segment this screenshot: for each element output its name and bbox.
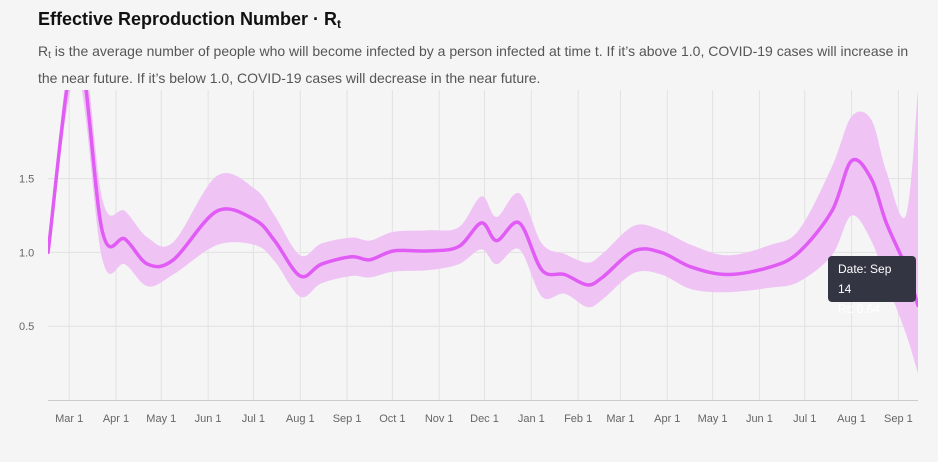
x-tick-label: Dec 1 (470, 413, 499, 425)
x-tick-label: Apr 1 (654, 413, 680, 425)
x-tick-label: Feb 1 (564, 413, 592, 425)
x-tick-label: Aug 1 (837, 413, 866, 425)
x-tick-label: Aug 1 (286, 413, 315, 425)
x-tick-label: May 1 (146, 413, 176, 425)
x-tick-label: Jun 1 (195, 413, 222, 425)
x-tick-label: Oct 1 (379, 413, 405, 425)
x-tick-label: Jul 1 (793, 413, 816, 425)
rt-line-layer (48, 46, 918, 308)
x-tick-label: May 1 (698, 413, 728, 425)
x-tick-label: Sep 1 (884, 413, 913, 425)
x-tick-label: Mar 1 (606, 413, 634, 425)
tooltip-value: Rt: 0.64 (838, 302, 881, 316)
rt-line[interactable] (48, 46, 918, 308)
x-tick-label: Jun 1 (746, 413, 773, 425)
x-tick-label: Mar 1 (55, 413, 83, 425)
chart-title: Effective Reproduction Number · Rt (38, 9, 342, 31)
y-tick-label: 1.5 (19, 174, 34, 186)
y-tick-label: 0.5 (19, 321, 34, 333)
confidence-band-layer (48, 90, 918, 374)
y-tick-label: 1.0 (19, 247, 34, 259)
y-axis: 0.5 1.0 1.5 (19, 174, 34, 334)
x-tick-label: Apr 1 (103, 413, 129, 425)
chart-description: Rt is the average number of people who w… (38, 43, 909, 86)
hover-tooltip: Date: Sep 14 Rt: 0.64 (828, 256, 916, 316)
x-tick-label: Jan 1 (518, 413, 545, 425)
x-tick-label: Nov 1 (425, 413, 454, 425)
tooltip-date: Date: Sep 14 (838, 262, 892, 296)
x-tick-label: Sep 1 (333, 413, 362, 425)
x-axis: Mar 1 Apr 1 May 1 Jun 1 Jul 1 Aug 1 Sep 1 Oct 1… (55, 413, 913, 425)
x-tick-label: Jul 1 (242, 413, 265, 425)
confidence-band (48, 90, 918, 374)
